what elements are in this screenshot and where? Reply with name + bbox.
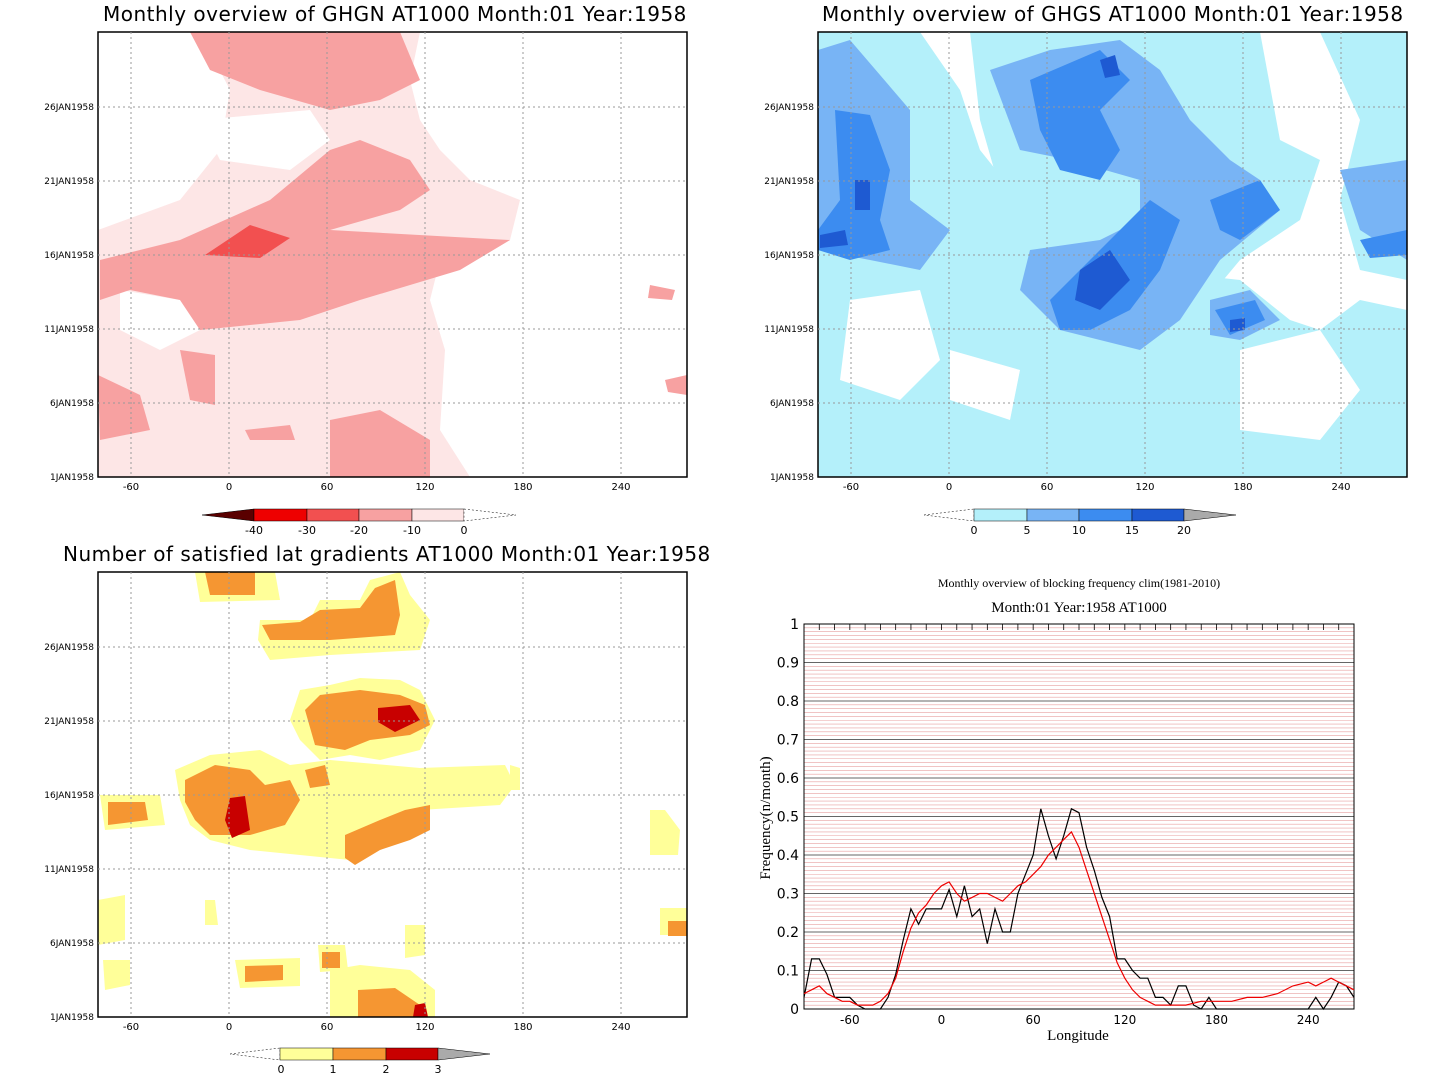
ghgn-core [205,225,290,258]
gradients-colorbar: 0 1 2 3 [229,1047,491,1076]
freq-chart-title: Monthly overview of blocking frequency c… [938,576,1220,590]
gradients-xtick: 180 [513,1022,532,1033]
gradients-title: Number of satisfied lat gradients AT1000… [63,542,711,566]
freq-series-lines [803,807,1355,1011]
ghgs-cb-label: 10 [1072,524,1086,537]
ghgn-title: Monthly overview of GHGN AT1000 Month:01… [103,2,687,26]
freq-x-tick-label: 60 [1026,1013,1041,1027]
freq-y-tick-label: 0.9 [777,656,799,672]
gradients-map: -60 0 60 120 180 240 1JAN1958 6JAN1958 1… [44,571,688,1076]
ghgn-xtick: 180 [513,482,532,493]
freq-x-tick-label: 180 [1205,1013,1228,1027]
freq-y-tick-label: 0.3 [777,887,799,903]
ghgn-colorbar: -40 -30 -20 -10 0 [201,508,517,537]
ghgs-ytick: 26JAN1958 [764,103,814,113]
ghgn-ytick: 11JAN1958 [44,325,94,335]
ghgn-ytick: 21JAN1958 [44,177,94,187]
ghgs-colorbar: 0 5 10 15 20 [923,508,1237,537]
ghgs-core [1075,250,1130,310]
gradients-cb-label: 3 [435,1063,442,1076]
freq-y-tick-label: 0.2 [777,925,799,941]
gradients-xtick: 120 [415,1022,434,1033]
ghgs-xtick: 180 [1233,482,1252,493]
ghgn-cb-label: 0 [461,524,468,537]
ghgs-ytick: 11JAN1958 [764,325,814,335]
ghgn-red-band [100,140,510,330]
freq-y-tick-label: 0.8 [777,694,799,710]
ghgn-xtick: 60 [321,482,334,493]
freq-y-tick-label: 0 [790,1002,799,1018]
gradients-ytick: 26JAN1958 [44,643,94,653]
ghgn-ytick: 6JAN1958 [50,399,94,409]
freq-minor-gridlines [804,627,1354,1006]
freq-major-gridlines [804,623,1354,1010]
gradients-xtick: 0 [226,1022,232,1033]
ghgn-ytick: 26JAN1958 [44,103,94,113]
ghgs-cb-label: 20 [1177,524,1191,537]
freq-y-tick-label: 0.1 [777,964,799,980]
freq-x-tick-label: 120 [1113,1013,1136,1027]
ghgs-cb-label: 5 [1024,524,1031,537]
gradients-cb-label: 0 [278,1063,285,1076]
ghgs-xtick: 0 [946,482,952,493]
freq-x-tick-label: 240 [1297,1013,1320,1027]
blocking-frequency-chart: Monthly overview of blocking frequency c… [758,576,1355,1044]
freq-chart-subtitle: Month:01 Year:1958 AT1000 [991,600,1166,616]
ghgn-cb-label: -30 [298,524,316,537]
ghgn-xtick: 0 [226,482,232,493]
ghgs-dark-north [1030,50,1130,180]
ghgn-map: -60 0 60 120 180 240 1JAN1958 6JAN1958 1… [44,31,688,537]
ghgs-title: Monthly overview of GHGS AT1000 Month:01… [822,2,1404,26]
freq-y-tick-label: 1 [790,617,799,633]
ghgs-cb-label: 15 [1125,524,1139,537]
freq-x-tick-labels: -60 0 60 120 180 240 [840,1013,1320,1027]
ghgn-ytick: 1JAN1958 [50,473,94,483]
freq-xlabel: Longitude [1047,1028,1109,1044]
ghgn-xtick: -60 [123,482,139,493]
ghgn-cb-label: -20 [350,524,368,537]
gradients-ytick: 1JAN1958 [50,1013,94,1023]
freq-top-ticks [803,624,1355,630]
freq-ylabel: Frequency(n/month) [758,756,774,879]
ghgs-cb-label: 0 [971,524,978,537]
gradients-cb-label: 1 [330,1063,337,1076]
freq-series-line-2 [803,830,1355,1006]
freq-y-tick-labels: 0 0.1 0.2 0.3 0.4 0.5 0.6 0.7 0.8 0.9 1 [777,617,799,1018]
ghgs-xtick: 120 [1135,482,1154,493]
freq-y-tick-label: 0.7 [777,733,799,749]
freq-frame [803,623,1355,1010]
ghgn-cb-label: -10 [403,524,421,537]
ghgs-xtick: -60 [843,482,859,493]
ghgs-map: -60 0 60 120 180 240 1JAN1958 6JAN1958 1… [764,31,1408,537]
ghgs-ytick: 21JAN1958 [764,177,814,187]
gradients-cb-label: 2 [383,1063,390,1076]
ghgs-xtick: 240 [1331,482,1350,493]
ghgs-xtick: 60 [1041,482,1054,493]
ghgs-ytick: 6JAN1958 [770,399,814,409]
ghgn-xtick: 120 [415,482,434,493]
freq-x-tick-label: -60 [840,1013,860,1027]
freq-y-tick-label: 0.4 [777,848,799,864]
gradients-level-3 [225,705,428,1017]
ghgn-white-west [98,32,230,230]
ghgn-ytick: 16JAN1958 [44,251,94,261]
ghgn-xtick: 240 [611,482,630,493]
gradients-ytick: 16JAN1958 [44,791,94,801]
gradients-ytick: 21JAN1958 [44,717,94,727]
freq-series-line-1 [803,807,1355,1011]
freq-y-tick-label: 0.5 [777,810,799,826]
gradients-ytick: 6JAN1958 [50,939,94,949]
ghgn-cb-label: -40 [245,524,263,537]
gradients-xtick: 60 [321,1022,334,1033]
gradients-xtick: 240 [611,1022,630,1033]
ghgs-dark-west [818,110,890,260]
ghgs-ytick: 1JAN1958 [770,473,814,483]
ghgn-red-north [190,32,420,110]
ghgs-ytick: 16JAN1958 [764,251,814,261]
freq-y-tick-label: 0.6 [777,771,799,787]
gradients-xtick: -60 [123,1022,139,1033]
freq-x-tick-label: 0 [938,1013,946,1027]
gradients-ytick: 11JAN1958 [44,865,94,875]
